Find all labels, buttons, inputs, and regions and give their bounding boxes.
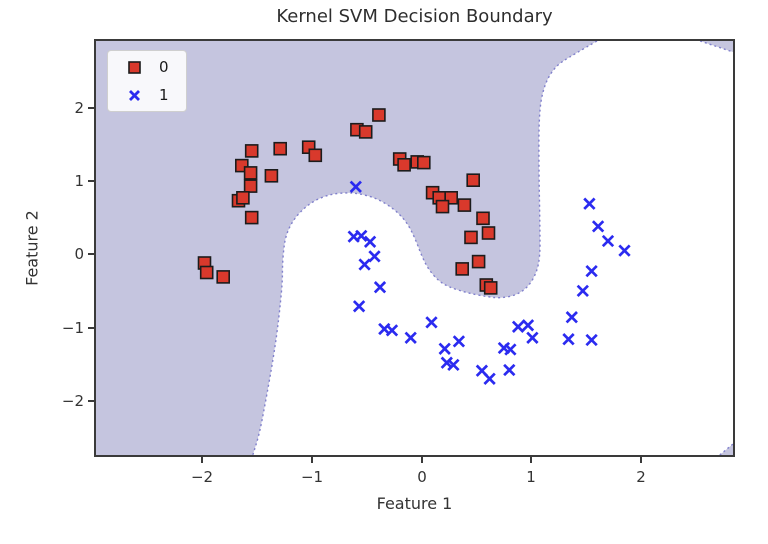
x-tickmark [201, 457, 203, 463]
x-tick-label: 1 [526, 468, 536, 486]
red-square-marker-icon [127, 60, 142, 75]
class1-point [404, 331, 417, 344]
class0-point [471, 254, 486, 269]
blue-x-marker-icon [127, 88, 142, 103]
x-tick-label: 2 [636, 468, 646, 486]
class0-point [416, 155, 431, 170]
class1-point [355, 229, 368, 243]
class1-point [565, 311, 578, 324]
y-tickmark [88, 253, 94, 255]
class0-point [243, 166, 258, 180]
chart-title: Kernel SVM Decision Boundary [276, 6, 553, 27]
x-tick-label: −2 [190, 468, 214, 486]
class1-point [504, 343, 517, 356]
x-tickmark [640, 457, 642, 463]
chart-canvas [197, 41, 733, 455]
y-tickmark [88, 327, 94, 329]
class1-point [373, 281, 387, 294]
class1-point [438, 342, 451, 355]
class1-point [503, 363, 516, 377]
y-tick-label: −1 [61, 319, 84, 337]
class1-point [352, 300, 366, 313]
x-tick-label: 0 [417, 468, 427, 486]
class1-point [511, 320, 525, 333]
class1-point [521, 319, 535, 332]
x-tick-label: −1 [300, 468, 324, 486]
class0-point [264, 169, 279, 183]
class0-point [464, 230, 478, 245]
class1-point [591, 220, 605, 233]
class1-point [601, 234, 615, 248]
class0-point [481, 226, 496, 240]
y-tick-label: 2 [74, 99, 84, 117]
class0-point [308, 148, 323, 163]
class1-point [526, 331, 539, 344]
plot-area: 0 1 [96, 41, 733, 455]
legend-item-class1: 1 [127, 84, 186, 106]
class0-point [476, 211, 490, 226]
class1-point [562, 333, 575, 346]
class1-point [385, 324, 399, 337]
class0-point [397, 158, 411, 172]
class1-region [252, 41, 733, 455]
class1-point [483, 372, 496, 385]
x-tickmark [421, 457, 423, 463]
class0-point [455, 262, 470, 276]
class0-point [243, 179, 258, 193]
y-tick-label: 0 [74, 245, 84, 263]
x-axis-label: Feature 1 [376, 494, 453, 513]
legend-item-class0: 0 [127, 56, 186, 78]
class1-point [368, 250, 381, 263]
class0-point [483, 281, 498, 295]
class1-point [583, 197, 596, 210]
decision-boundary-line [699, 41, 733, 455]
class0-point [236, 191, 250, 205]
decision-boundary-line [252, 41, 598, 455]
y-axis-label: Feature 2 [22, 210, 42, 286]
class1-point [358, 258, 371, 271]
class1-point [585, 333, 598, 347]
class0-point [358, 125, 373, 139]
y-tick-label: 1 [74, 172, 84, 190]
class0-point [244, 210, 259, 225]
class1-point [618, 244, 631, 257]
class1-point [585, 264, 598, 278]
class0-point [435, 199, 450, 214]
class1-point [363, 235, 377, 248]
class0-point [457, 198, 472, 212]
class0-point [372, 108, 386, 122]
class0-point [273, 141, 287, 156]
class1-point [349, 180, 362, 193]
legend-label-class0: 0 [159, 58, 169, 76]
class1-point [576, 284, 589, 298]
class0-point [466, 173, 481, 187]
y-tickmark [88, 107, 94, 109]
class1-point [452, 335, 466, 348]
x-tickmark [530, 457, 532, 463]
class0-point [244, 144, 259, 158]
class1-point [425, 316, 438, 329]
y-tickmark [88, 400, 94, 402]
class0-point [216, 270, 230, 284]
x-tickmark [311, 457, 313, 463]
y-tickmark [88, 180, 94, 182]
class1-point [447, 358, 460, 372]
legend: 0 1 [107, 50, 187, 112]
y-tick-label: −2 [61, 392, 84, 410]
legend-label-class1: 1 [159, 86, 169, 104]
class0-point [199, 265, 214, 280]
